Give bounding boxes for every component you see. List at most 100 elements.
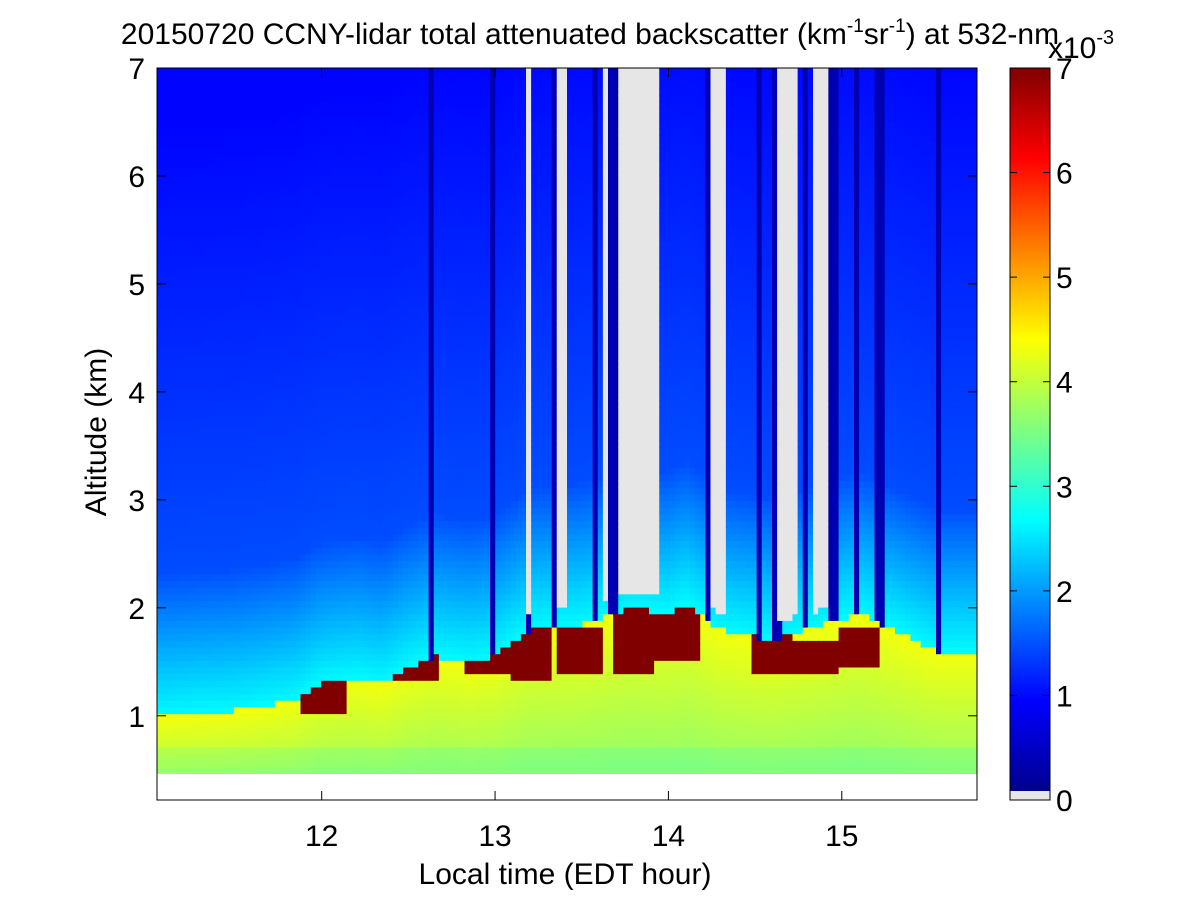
heatmap-cell — [310, 666, 317, 675]
heatmap-cell — [351, 101, 358, 109]
heatmap-cell — [167, 174, 173, 182]
heatmap-cell — [192, 626, 199, 635]
heatmap-cell — [280, 567, 286, 575]
heatmap-cell — [177, 187, 184, 196]
heatmap-cell — [331, 453, 337, 462]
heatmap-cell — [280, 720, 286, 728]
heatmap-cell — [310, 214, 317, 222]
heatmap-cell — [326, 267, 332, 275]
heatmap-cell — [187, 294, 194, 302]
heatmap-cell — [157, 780, 163, 788]
heatmap-cell — [254, 567, 261, 575]
heatmap-cell — [233, 673, 240, 681]
heatmap-cell — [310, 447, 317, 455]
heatmap-cell — [321, 573, 327, 581]
heatmap-cell — [233, 453, 240, 462]
heatmap-cell — [290, 354, 296, 362]
heatmap-cell — [162, 527, 168, 535]
heatmap-cell — [367, 593, 373, 601]
heatmap-cell — [203, 700, 209, 708]
heatmap-cell — [233, 693, 240, 701]
heatmap-cell — [356, 613, 363, 621]
heatmap-cell — [285, 500, 291, 508]
heatmap-cell — [203, 460, 209, 468]
heatmap-cell — [274, 660, 281, 668]
heatmap-cell — [177, 267, 184, 275]
heatmap-cell — [295, 646, 302, 655]
heatmap-cell — [192, 460, 199, 468]
heatmap-cell — [162, 68, 168, 76]
heatmap-cell — [300, 167, 307, 176]
heatmap-cell — [326, 154, 332, 162]
heatmap-cell — [192, 733, 199, 741]
heatmap-cell — [167, 560, 173, 568]
heatmap-cell — [213, 453, 220, 462]
heatmap-cell — [223, 354, 230, 362]
heatmap-cell — [177, 101, 184, 109]
heatmap-cell — [346, 254, 353, 262]
heatmap-cell — [367, 234, 373, 242]
heatmap-cell — [346, 141, 353, 149]
heatmap-cell — [326, 726, 332, 735]
heatmap-cell — [300, 127, 307, 136]
heatmap-cell — [198, 400, 204, 408]
heatmap-cell — [377, 420, 384, 428]
heatmap-cell — [244, 161, 250, 169]
heatmap-cell — [300, 134, 307, 142]
heatmap-cell — [208, 167, 214, 176]
heatmap-cell — [331, 241, 337, 249]
heatmap-cell — [182, 527, 189, 535]
heatmap-cell — [167, 533, 173, 542]
heatmap-cell — [372, 387, 378, 395]
heatmap-cell — [295, 740, 302, 748]
heatmap-cell — [172, 720, 179, 728]
heatmap-cell — [187, 280, 194, 289]
heatmap-cell — [264, 81, 271, 89]
heatmap-cell — [321, 300, 327, 309]
heatmap-cell — [264, 340, 271, 349]
heatmap-cell — [208, 700, 214, 708]
heatmap-cell — [280, 274, 286, 282]
heatmap-cell — [326, 101, 332, 109]
heatmap-cell — [218, 241, 225, 249]
heatmap-cell — [326, 74, 332, 82]
heatmap-cell — [274, 68, 281, 76]
heatmap-cell — [223, 533, 230, 542]
heatmap-cell — [331, 533, 337, 542]
heatmap-cell — [315, 666, 322, 675]
heatmap-cell — [182, 327, 189, 335]
heatmap-cell — [223, 460, 230, 468]
heatmap-cell — [223, 587, 230, 595]
heatmap-cell — [192, 720, 199, 728]
heatmap-cell — [167, 314, 173, 322]
heatmap-cell — [218, 134, 225, 142]
heatmap-cell — [264, 161, 271, 169]
heatmap-cell — [198, 94, 204, 102]
heatmap-cell — [295, 274, 302, 282]
heatmap-cell — [362, 607, 368, 615]
heatmap-cell — [346, 427, 353, 435]
heatmap-cell — [305, 414, 312, 422]
heatmap-cell — [341, 420, 348, 428]
heatmap-cell — [336, 394, 343, 402]
heatmap-cell — [331, 300, 337, 309]
heatmap-cell — [300, 154, 307, 162]
heatmap-cell — [233, 74, 240, 82]
heatmap-cell — [351, 274, 358, 282]
heatmap-cell — [295, 633, 302, 641]
heatmap-cell — [269, 600, 276, 608]
heatmap-cell — [310, 493, 317, 502]
heatmap-cell — [259, 793, 266, 800]
heatmap-cell — [356, 453, 363, 462]
heatmap-cell — [187, 307, 194, 315]
heatmap-cell — [213, 314, 220, 322]
heatmap-cell — [341, 81, 348, 89]
heatmap-cell — [218, 553, 225, 562]
heatmap-cell — [203, 241, 209, 249]
heatmap-cell — [157, 147, 163, 156]
heatmap-cell — [218, 540, 225, 548]
heatmap-cell — [382, 300, 389, 309]
heatmap-cell — [198, 420, 204, 428]
heatmap-cell — [259, 134, 266, 142]
